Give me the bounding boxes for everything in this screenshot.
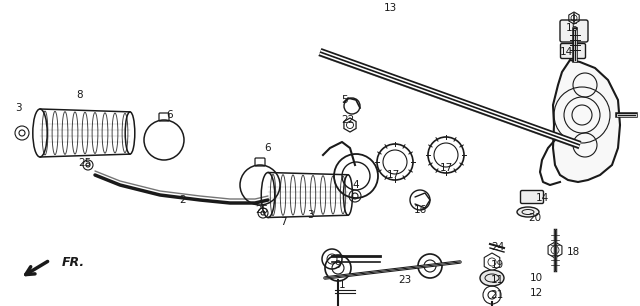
Text: 18: 18 — [566, 247, 580, 257]
Ellipse shape — [517, 207, 539, 217]
Text: 19: 19 — [490, 260, 504, 270]
Text: 8: 8 — [77, 90, 83, 100]
Text: 9: 9 — [335, 260, 341, 270]
FancyBboxPatch shape — [520, 191, 543, 203]
Ellipse shape — [480, 270, 504, 286]
Polygon shape — [484, 253, 500, 271]
Text: 13: 13 — [383, 3, 397, 13]
Text: 17: 17 — [387, 170, 399, 180]
Text: 14: 14 — [559, 47, 573, 57]
Text: 12: 12 — [529, 288, 543, 298]
Text: 6: 6 — [166, 110, 173, 120]
Text: 21: 21 — [490, 290, 504, 300]
Polygon shape — [553, 60, 620, 182]
Text: 3: 3 — [307, 210, 314, 220]
Text: 16: 16 — [413, 205, 427, 215]
Text: 10: 10 — [529, 273, 543, 283]
Text: 22: 22 — [341, 115, 355, 125]
Text: 6: 6 — [265, 143, 271, 153]
FancyBboxPatch shape — [561, 43, 586, 58]
Text: 7: 7 — [280, 217, 286, 227]
Text: 24: 24 — [492, 242, 504, 252]
Text: 1: 1 — [339, 280, 346, 290]
Text: 23: 23 — [398, 275, 412, 285]
Text: 20: 20 — [529, 213, 541, 223]
Text: 3: 3 — [15, 103, 21, 113]
Text: 14: 14 — [536, 193, 548, 203]
Text: 25: 25 — [255, 205, 269, 215]
Text: FR.: FR. — [62, 256, 85, 270]
Text: 4: 4 — [353, 180, 359, 190]
Text: 17: 17 — [440, 163, 452, 173]
Text: 5: 5 — [342, 95, 348, 105]
Text: 25: 25 — [78, 158, 92, 168]
Text: 11: 11 — [490, 275, 504, 285]
FancyBboxPatch shape — [560, 20, 588, 42]
Text: 15: 15 — [565, 23, 579, 33]
Text: 2: 2 — [180, 195, 186, 205]
